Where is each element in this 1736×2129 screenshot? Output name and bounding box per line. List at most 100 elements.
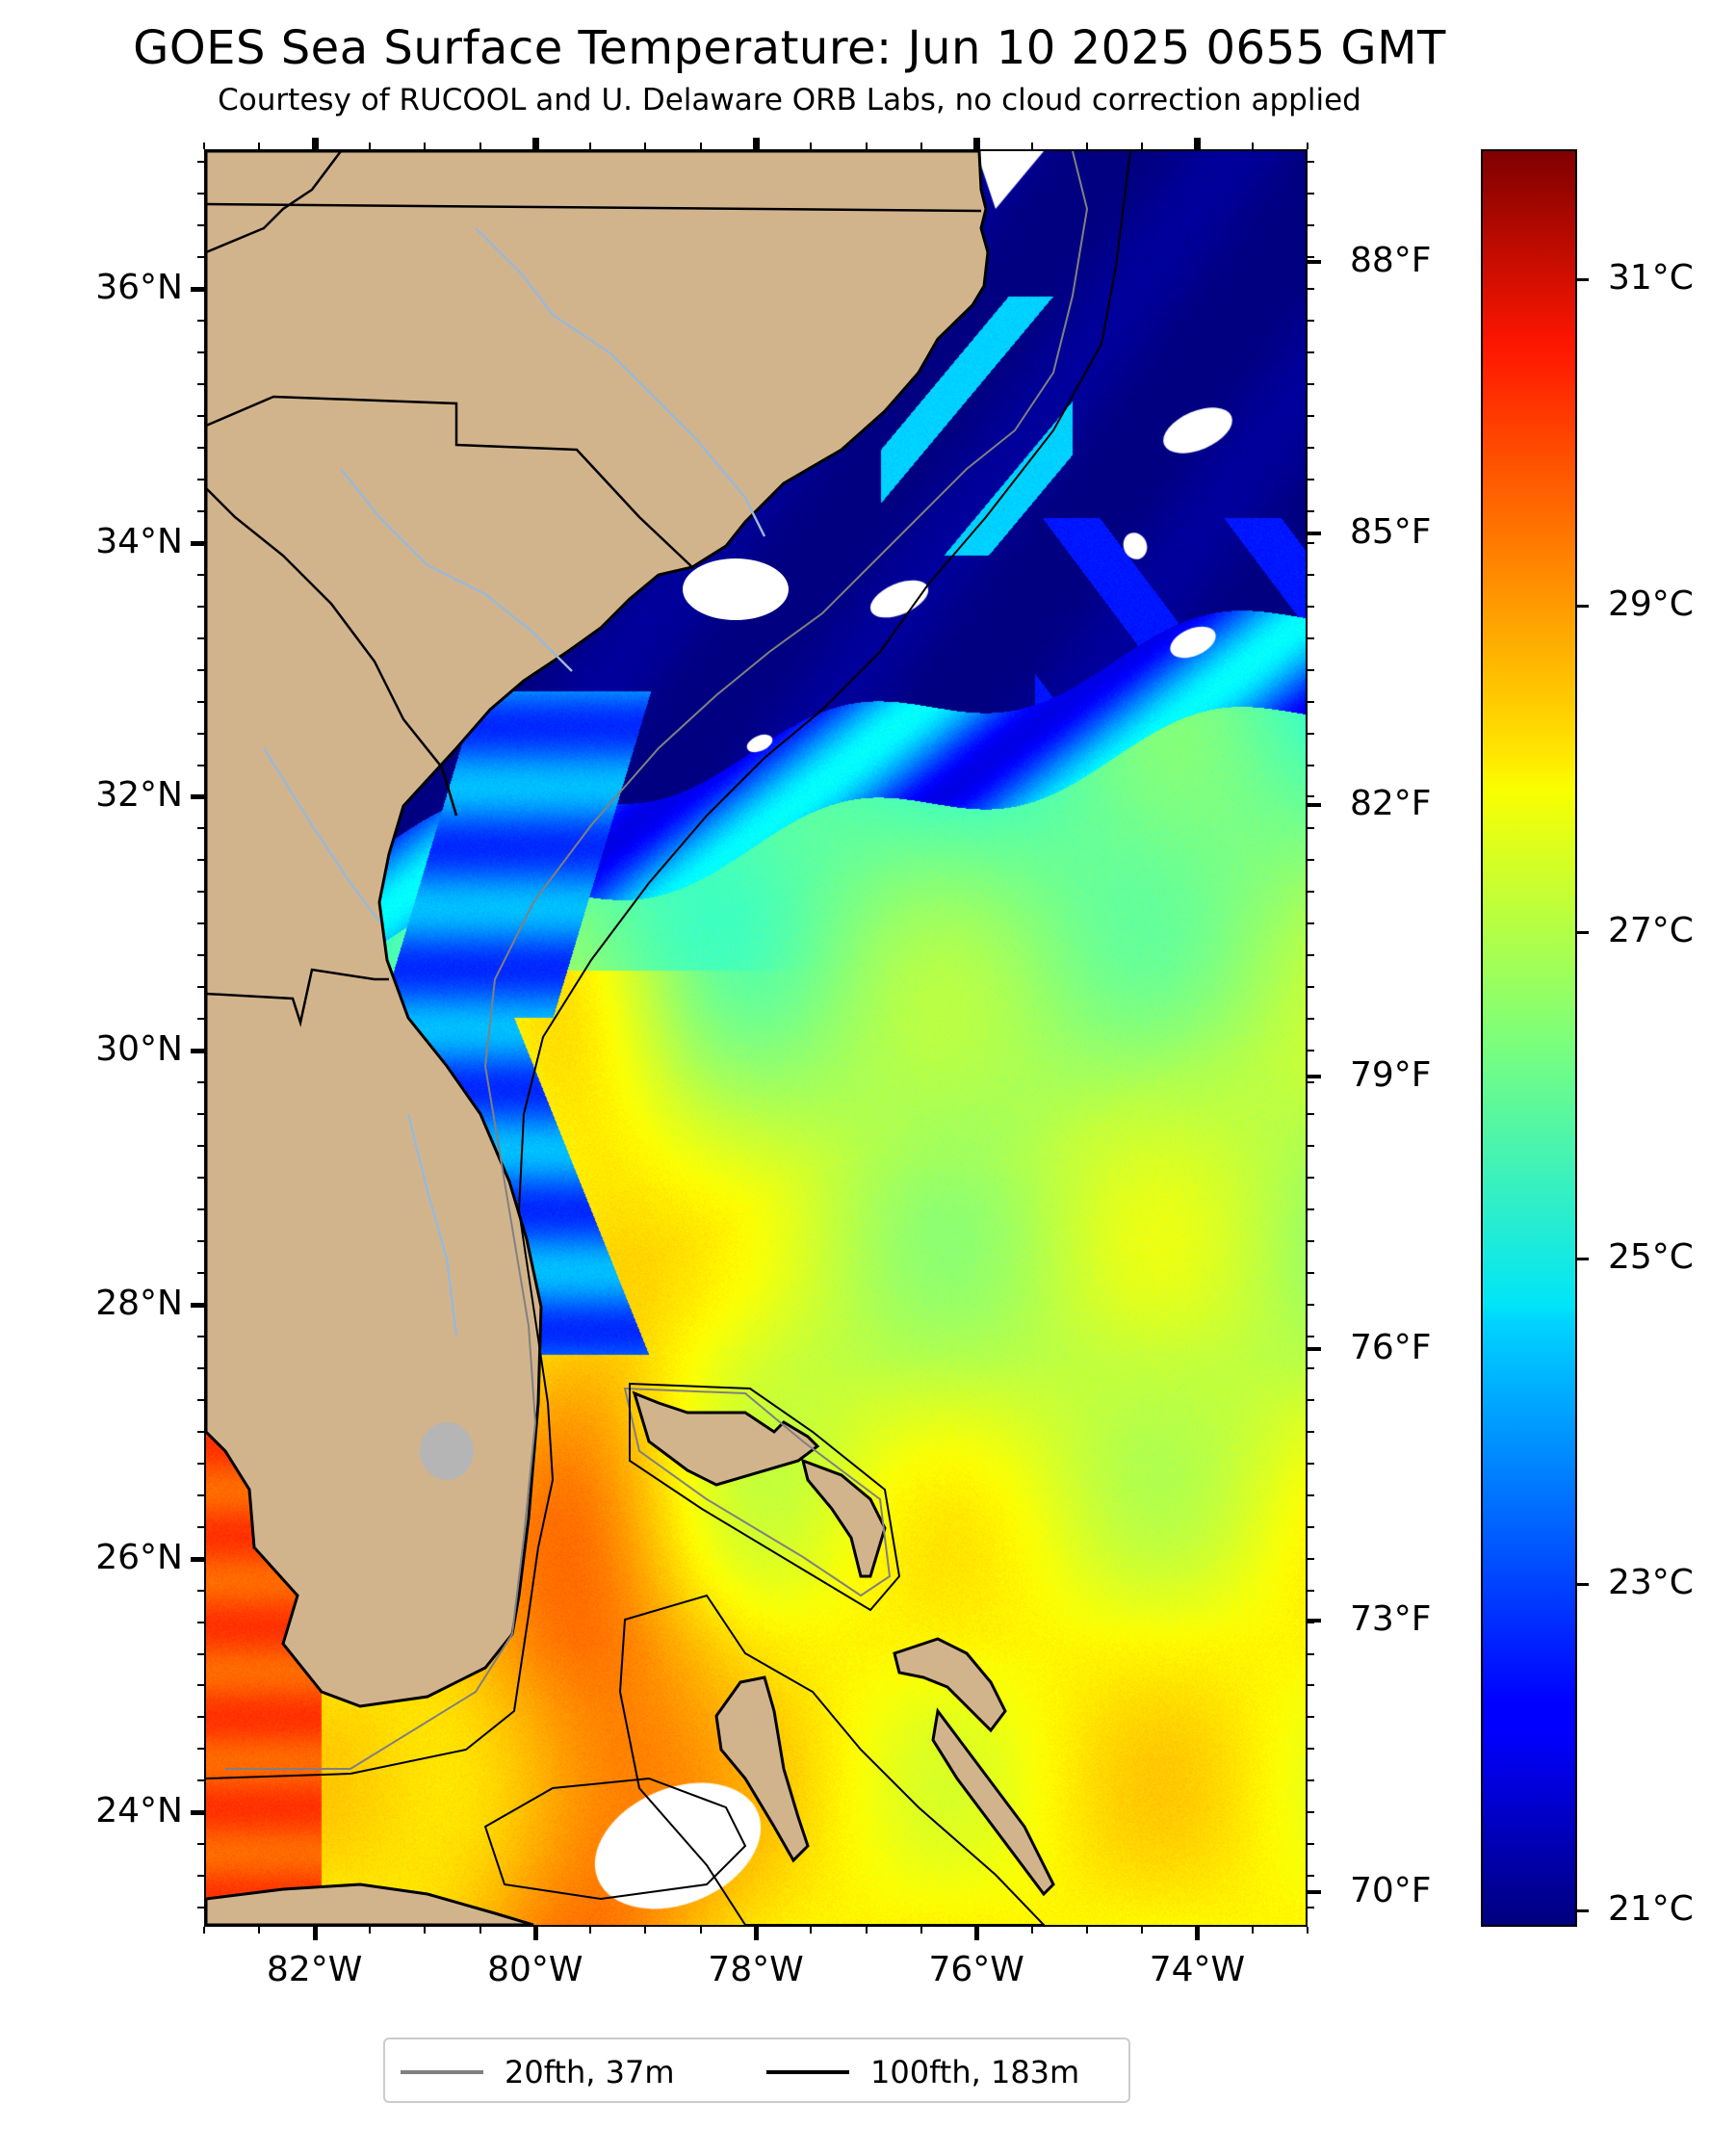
- lat-minor-tick: [197, 1811, 204, 1814]
- lat-minor-tick: [197, 288, 204, 291]
- lat-minor-tick: [1308, 193, 1314, 195]
- isobath-100fth: [206, 151, 1131, 1779]
- lon-minor-tick: [1085, 143, 1088, 149]
- lat-minor-tick: [1308, 414, 1314, 417]
- lat-minor-tick: [1308, 795, 1314, 798]
- lat-minor-tick: [1308, 573, 1314, 576]
- lat-minor-tick: [197, 1398, 204, 1401]
- lon-tick-label: 82°W: [266, 1950, 363, 1989]
- lat-minor-tick: [197, 1271, 204, 1274]
- lat-minor-tick: [1308, 1748, 1314, 1751]
- lat-minor-tick: [1308, 256, 1314, 259]
- lat-minor-tick: [197, 922, 204, 925]
- lat-minor-tick: [197, 954, 204, 957]
- lat-minor-tick: [197, 1239, 204, 1242]
- lat-minor-tick: [1308, 986, 1314, 989]
- lon-minor-tick: [1085, 1927, 1088, 1934]
- lon-minor-tick: [258, 1927, 261, 1934]
- state-border: [206, 202, 982, 213]
- lon-minor-tick: [313, 1927, 316, 1934]
- lat-minor-tick: [197, 859, 204, 862]
- lat-minor-tick: [197, 1684, 204, 1687]
- lon-minor-tick: [1251, 143, 1254, 149]
- sst-map[interactable]: [204, 149, 1308, 1927]
- lat-minor-tick: [1308, 891, 1314, 894]
- lon-tick: [1195, 1927, 1201, 1940]
- lat-minor-tick: [197, 891, 204, 894]
- lat-minor-tick: [197, 1589, 204, 1592]
- lat-minor-tick: [1308, 1303, 1314, 1306]
- lat-minor-tick: [197, 224, 204, 227]
- lat-minor-tick: [1308, 668, 1314, 671]
- lon-minor-tick: [533, 143, 536, 149]
- lat-minor-tick: [197, 700, 204, 703]
- lat-minor-tick: [197, 256, 204, 259]
- fahrenheit-label: 76°F: [1350, 1327, 1432, 1367]
- lat-minor-tick: [197, 478, 204, 480]
- lat-minor-tick: [197, 1748, 204, 1751]
- lat-tick-label: 36°N: [95, 268, 183, 308]
- lat-minor-tick: [197, 1335, 204, 1337]
- legend-swatch-20fth: [401, 2070, 483, 2074]
- lat-minor-tick: [197, 1843, 204, 1846]
- lon-minor-tick: [479, 1927, 481, 1934]
- lat-minor-tick: [1308, 1557, 1314, 1560]
- fahrenheit-tick: [1308, 803, 1321, 808]
- fahrenheit-tick: [1308, 1618, 1321, 1623]
- map-subtitle: Courtesy of RUCOOL and U. Delaware ORB L…: [218, 83, 1361, 117]
- lon-minor-tick: [920, 143, 922, 149]
- lat-minor-tick: [197, 1462, 204, 1465]
- colorbar-gradient: [1483, 151, 1575, 1925]
- lat-minor-tick: [197, 827, 204, 830]
- lon-tick-label: 76°W: [928, 1950, 1024, 1989]
- lat-minor-tick: [1308, 1050, 1314, 1052]
- lat-tick-label: 24°N: [95, 1791, 183, 1831]
- lat-minor-tick: [197, 732, 204, 735]
- lat-minor-tick: [197, 1177, 204, 1180]
- lat-minor-tick: [197, 414, 204, 417]
- lat-minor-tick: [1308, 922, 1314, 925]
- isobath-20fth-bahamas: [623, 1387, 892, 1597]
- state-border: [206, 487, 458, 817]
- river: [406, 1113, 458, 1337]
- lon-minor-tick: [810, 1927, 813, 1934]
- colorbar-label: 29°C: [1608, 584, 1694, 625]
- lat-minor-tick: [197, 1652, 204, 1655]
- colorbar-tick: [1577, 605, 1589, 609]
- legend-label-20fth: 20fth, 37m: [505, 2054, 675, 2090]
- lon-tick: [754, 1927, 759, 1940]
- lat-minor-tick: [1308, 1081, 1314, 1084]
- colorbar-label: 31°C: [1608, 258, 1694, 299]
- lon-minor-tick: [644, 1927, 647, 1934]
- lat-minor-tick: [197, 541, 204, 544]
- lon-minor-tick: [699, 1927, 702, 1934]
- lat-minor-tick: [1308, 1366, 1314, 1369]
- lat-minor-tick: [197, 1875, 204, 1878]
- lon-minor-tick: [699, 143, 702, 149]
- lat-minor-tick: [197, 1366, 204, 1369]
- legend-label-100fth: 100fth, 183m: [870, 2054, 1080, 2090]
- lat-minor-tick: [1308, 954, 1314, 957]
- fahrenheit-label: 70°F: [1350, 1871, 1432, 1911]
- lat-minor-tick: [1308, 636, 1314, 639]
- lon-minor-tick: [810, 143, 813, 149]
- fahrenheit-label: 82°F: [1350, 784, 1432, 824]
- lon-minor-tick: [1030, 143, 1033, 149]
- lat-minor-tick: [1308, 1430, 1314, 1433]
- lat-minor-tick: [197, 446, 204, 449]
- lat-minor-tick: [197, 320, 204, 322]
- lat-minor-tick: [197, 1493, 204, 1496]
- legend: 20fth, 37m 100fth, 183m: [383, 2038, 1130, 2103]
- lat-minor-tick: [1308, 1239, 1314, 1242]
- lat-minor-tick: [197, 1716, 204, 1719]
- colorbar-tick: [1577, 278, 1589, 282]
- lon-tick-label: 80°W: [487, 1950, 583, 1989]
- lat-minor-tick: [1308, 700, 1314, 703]
- colorbar-tick: [1577, 1257, 1589, 1260]
- lat-minor-tick: [197, 509, 204, 512]
- land-us-coast: [206, 151, 990, 1708]
- fahrenheit-label: 85°F: [1350, 511, 1432, 552]
- lat-tick-label: 34°N: [95, 521, 183, 561]
- fahrenheit-tick: [1308, 259, 1321, 264]
- lon-minor-tick: [1196, 1927, 1199, 1934]
